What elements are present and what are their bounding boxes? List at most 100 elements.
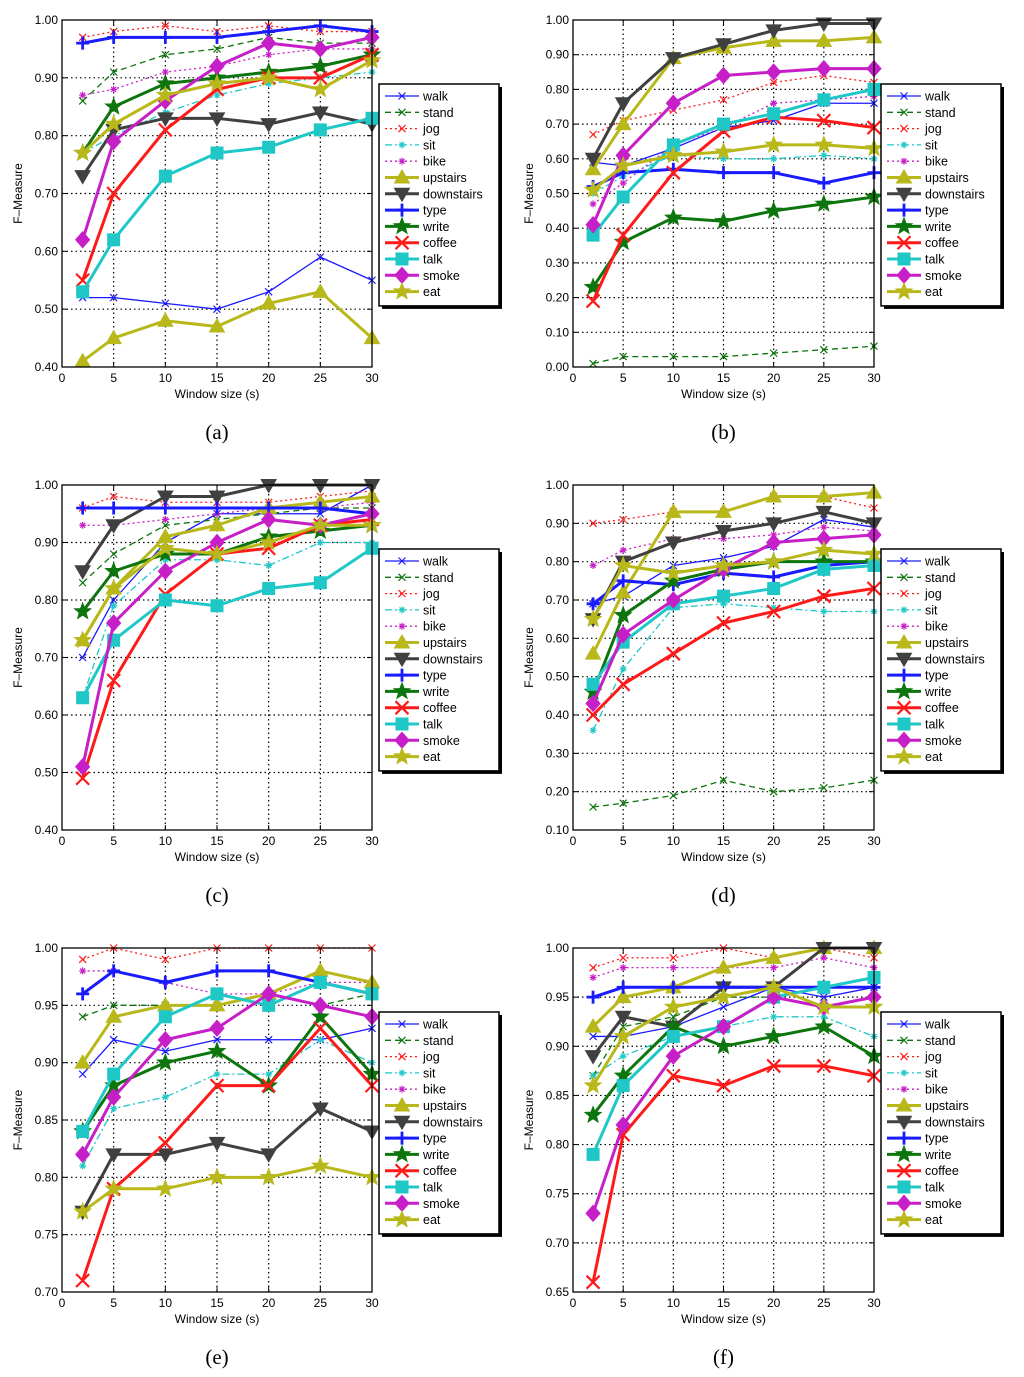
- data-point-write: [764, 200, 784, 219]
- x-tick-label: 0: [570, 1296, 577, 1310]
- data-point-type: [767, 166, 781, 180]
- legend-label: sit: [423, 138, 436, 152]
- data-point-smoke: [106, 614, 122, 632]
- data-point-downstairs: [664, 52, 682, 67]
- legend-marker: [392, 1209, 412, 1228]
- data-point-upstairs: [260, 294, 278, 310]
- legend-label: eat: [925, 1213, 943, 1227]
- x-tick-label: 30: [365, 834, 379, 848]
- legend-item-smoke: smoke: [887, 266, 962, 285]
- legend-label: write: [422, 220, 449, 234]
- legend-item-type: type: [385, 1132, 447, 1146]
- legend-item-downstairs: downstairs: [385, 1115, 483, 1131]
- legend-marker: [900, 606, 908, 614]
- data-point-talk: [210, 146, 224, 160]
- legend-item-jog: jog: [385, 1050, 440, 1064]
- data-point-type: [817, 176, 831, 190]
- legend-marker: [900, 1069, 908, 1077]
- legend-item-bike: bike: [887, 620, 948, 634]
- legend-marker: [900, 124, 908, 133]
- data-point-talk: [107, 233, 121, 247]
- data-point-downstairs: [614, 1010, 632, 1026]
- data-point-type: [107, 964, 121, 978]
- chart-panel-2: 0 5 10 15 20 25 30 0.40 0.50 0.60 0.70 0.80 0.90 1.00…: [11, 478, 502, 907]
- data-point-downstairs: [156, 490, 174, 506]
- data-point-sit: [265, 80, 273, 88]
- data-point-talk: [313, 123, 327, 137]
- data-point-coffee: [158, 122, 173, 138]
- x-tick-label: 15: [717, 1296, 731, 1310]
- x-tick-label: 0: [59, 371, 66, 385]
- y-tick-label: 0.90: [35, 71, 59, 85]
- y-tick-label: 1.00: [35, 478, 59, 492]
- data-point-walk: [264, 287, 273, 296]
- x-tick-label: 30: [867, 834, 881, 848]
- y-tick-label: 0.90: [35, 1056, 59, 1070]
- legend-label: smoke: [925, 269, 962, 283]
- data-point-eat: [814, 540, 834, 559]
- data-point-smoke: [312, 40, 328, 58]
- data-point-upstairs: [208, 318, 226, 333]
- legend-marker: [900, 1020, 908, 1028]
- legend-item-upstairs: upstairs: [887, 168, 969, 185]
- legend-label: bike: [423, 1083, 446, 1097]
- data-point-type: [313, 19, 327, 33]
- data-point-bike: [770, 99, 778, 107]
- legend-item-write: write: [385, 1144, 449, 1163]
- legend-marker: [394, 1163, 410, 1178]
- data-point-eat: [259, 532, 279, 551]
- legend-label: write: [924, 220, 951, 234]
- x-tick-label: 30: [867, 1296, 881, 1310]
- legend-label: bike: [423, 620, 446, 634]
- x-axis-label: Window size (s): [175, 1312, 260, 1326]
- data-point-downstairs: [208, 490, 226, 506]
- data-point-smoke: [665, 94, 681, 113]
- y-tick-label: 0.40: [546, 708, 570, 722]
- data-point-smoke: [75, 231, 91, 249]
- data-point-talk: [817, 562, 831, 576]
- data-point-talk: [107, 1067, 121, 1081]
- legend-item-talk: talk: [385, 1180, 443, 1195]
- series-eat: [73, 1155, 382, 1220]
- x-tick-label: 5: [110, 371, 117, 385]
- legend-label: write: [924, 1148, 951, 1162]
- x-axis-label: Window size (s): [175, 850, 260, 864]
- data-point-jog: [669, 953, 678, 962]
- data-point-stand: [213, 44, 221, 53]
- x-tick-label: 0: [59, 834, 66, 848]
- legend-marker: [395, 1131, 409, 1145]
- legend-marker: [900, 1052, 908, 1061]
- legend: walk stand jog sit bike upstairs downstairs typ…: [880, 548, 1004, 774]
- data-point-bike: [669, 964, 677, 972]
- data-point-downstairs: [815, 942, 833, 957]
- series-stand: [589, 342, 878, 368]
- data-point-eat: [104, 1178, 124, 1197]
- legend-item-write: write: [887, 1144, 951, 1163]
- series-upstairs: [74, 283, 381, 368]
- legend-marker: [895, 652, 913, 668]
- series-group: [73, 479, 382, 786]
- legend-item-coffee: coffee: [887, 1163, 959, 1178]
- data-point-downstairs: [74, 170, 92, 185]
- data-point-coffee: [75, 770, 90, 786]
- data-point-upstairs: [765, 32, 783, 47]
- legend-marker: [393, 1115, 411, 1131]
- data-point-smoke: [261, 985, 277, 1003]
- x-tick-label: 5: [620, 1296, 627, 1310]
- legend-label: type: [925, 1132, 949, 1146]
- legend-marker: [897, 668, 911, 682]
- data-point-talk: [817, 980, 831, 994]
- data-point-eat: [207, 544, 227, 563]
- legend-marker: [398, 622, 406, 630]
- legend-label: jog: [422, 122, 440, 136]
- legend-label: downstairs: [925, 652, 985, 666]
- data-point-smoke: [615, 625, 631, 644]
- legend-marker: [900, 141, 908, 149]
- data-point-jog: [619, 515, 628, 524]
- legend-label: eat: [925, 750, 943, 764]
- legend-label: jog: [422, 1050, 440, 1064]
- data-point-eat: [714, 987, 733, 1006]
- data-point-talk: [313, 576, 327, 590]
- legend-label: stand: [925, 1034, 956, 1048]
- legend-label: jog: [924, 1050, 942, 1064]
